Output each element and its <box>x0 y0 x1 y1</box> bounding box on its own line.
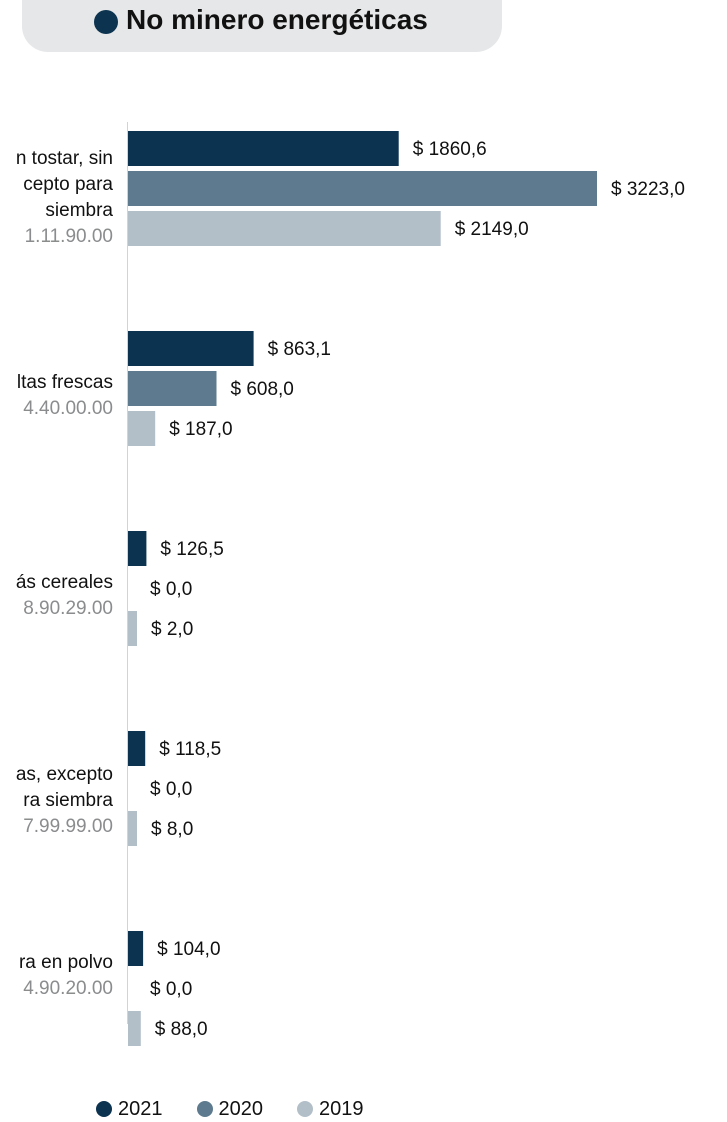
value-label: $ 1860,6 <box>413 139 487 160</box>
category-name-line: siembra <box>45 200 113 221</box>
value-label: $ 2,0 <box>151 619 193 640</box>
category-label: as, excepto ra siembra 7.99.99.00 <box>16 762 113 840</box>
value-label: $ 8,0 <box>151 819 193 840</box>
value-label: $ 118,5 <box>159 739 221 760</box>
bar-2020-2 <box>128 371 217 406</box>
legend-item-2019: 2019 <box>297 1096 364 1122</box>
legend-item-2020: 2020 <box>196 1096 264 1122</box>
category-label: ra en polvo 4.90.20.00 <box>19 950 113 1002</box>
bar-chart: $ 1860,6 $ 3223,0 $ 2149,0 $ 863,1 $ 608,0 $ … <box>127 122 685 1046</box>
bar-2021-2 <box>128 331 254 366</box>
category-name-line: ltas frescas <box>16 372 113 393</box>
bar-2019-4 <box>128 811 137 846</box>
value-label: $ 0,0 <box>150 779 192 800</box>
bar-2019-3 <box>128 611 137 646</box>
legend-dot-icon <box>96 1101 112 1117</box>
value-label: $ 608,0 <box>230 379 293 400</box>
bar-2019-2 <box>128 411 156 446</box>
value-label: $ 0,0 <box>150 979 192 1000</box>
legend-dot-icon <box>196 1101 213 1117</box>
bar-2021-3 <box>128 531 147 566</box>
value-label: $ 104,0 <box>157 939 220 960</box>
value-label: $ 88,0 <box>155 1019 208 1040</box>
category-label: ltas frescas 4.40.00.00 <box>17 370 113 422</box>
category-name-line: as, excepto <box>15 764 113 785</box>
bar-2021-5 <box>128 931 144 966</box>
category-code: 4.90.20.00 <box>23 978 113 999</box>
legend-dot-icon <box>297 1101 313 1117</box>
bar-2021-4 <box>128 731 146 766</box>
bar-2020-1 <box>128 171 597 206</box>
value-label: $ 863,1 <box>268 339 331 360</box>
category-name-line: ás cereales <box>15 572 113 593</box>
legend: 2021 2020 2019 <box>96 1096 364 1122</box>
title-pill: No minero energéticas <box>22 0 502 52</box>
chart-title: No minero energéticas <box>126 4 428 35</box>
value-label: $ 126,5 <box>160 539 223 560</box>
category-label: ás cereales 8.90.29.00 <box>16 570 113 622</box>
value-label: $ 0,0 <box>150 579 192 600</box>
category-name-line: n tostar, sin <box>15 148 113 169</box>
value-label: $ 2149,0 <box>455 219 529 240</box>
legend-label: 2021 <box>118 1098 163 1120</box>
legend-label: 2019 <box>319 1098 364 1120</box>
category-code: 7.99.99.00 <box>23 816 113 837</box>
bar-2019-5 <box>128 1011 141 1046</box>
category-code: 8.90.29.00 <box>23 598 113 619</box>
category-code: 1.11.90.00 <box>24 226 113 247</box>
value-label: $ 3223,0 <box>611 179 685 200</box>
legend-item-2021: 2021 <box>96 1096 163 1122</box>
category-name-line: ra siembra <box>23 790 113 811</box>
category-label: n tostar, sin cepto para siembra 1.11.90.00 <box>16 146 113 250</box>
bar-2019-1 <box>128 211 441 246</box>
category-code: 4.40.00.00 <box>23 398 113 419</box>
value-label: $ 187,0 <box>169 419 232 440</box>
category-name-line: cepto para <box>23 174 113 195</box>
legend-label: 2020 <box>218 1098 264 1120</box>
title-bullet-icon <box>94 10 118 34</box>
category-name-line: ra en polvo <box>18 952 113 973</box>
bar-2021-1 <box>128 131 399 166</box>
